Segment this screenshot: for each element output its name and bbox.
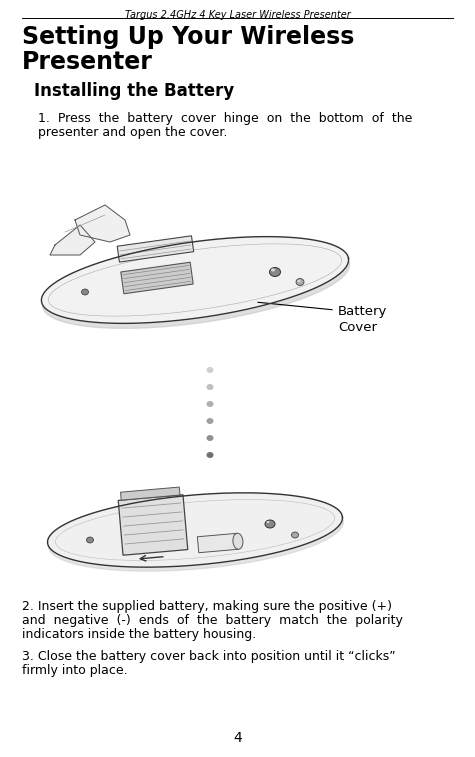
Text: firmly into place.: firmly into place. xyxy=(22,664,128,677)
Ellipse shape xyxy=(207,384,213,390)
Polygon shape xyxy=(48,493,342,567)
Ellipse shape xyxy=(207,367,213,373)
Polygon shape xyxy=(41,237,349,323)
Polygon shape xyxy=(50,225,95,255)
Text: 4: 4 xyxy=(233,731,242,745)
Ellipse shape xyxy=(207,418,213,424)
Text: Installing the Battery: Installing the Battery xyxy=(34,82,234,100)
Ellipse shape xyxy=(266,521,269,523)
Ellipse shape xyxy=(82,289,88,295)
Ellipse shape xyxy=(207,435,213,441)
Text: presenter and open the cover.: presenter and open the cover. xyxy=(38,126,228,139)
Polygon shape xyxy=(48,497,343,572)
Ellipse shape xyxy=(233,533,243,550)
Ellipse shape xyxy=(265,520,275,528)
Polygon shape xyxy=(75,205,130,242)
Text: indicators inside the battery housing.: indicators inside the battery housing. xyxy=(22,628,256,641)
Polygon shape xyxy=(118,495,188,555)
Ellipse shape xyxy=(297,280,301,282)
Ellipse shape xyxy=(207,452,213,458)
Ellipse shape xyxy=(86,537,94,543)
Ellipse shape xyxy=(207,401,213,407)
Text: Setting Up Your Wireless: Setting Up Your Wireless xyxy=(22,25,354,49)
Text: 1.  Press  the  battery  cover  hinge  on  the  bottom  of  the: 1. Press the battery cover hinge on the … xyxy=(38,112,412,125)
Ellipse shape xyxy=(296,279,304,285)
Polygon shape xyxy=(117,235,194,262)
Ellipse shape xyxy=(292,532,298,538)
Text: Presenter: Presenter xyxy=(22,50,153,74)
Text: and  negative  (-)  ends  of  the  battery  match  the  polarity: and negative (-) ends of the battery mat… xyxy=(22,614,403,627)
Ellipse shape xyxy=(269,267,281,276)
Polygon shape xyxy=(42,241,350,329)
Ellipse shape xyxy=(271,269,275,272)
Text: Battery
Cover: Battery Cover xyxy=(338,305,388,334)
Text: 3. Close the battery cover back into position until it “clicks”: 3. Close the battery cover back into pos… xyxy=(22,650,396,663)
Text: Targus 2.4GHz 4 Key Laser Wireless Presenter: Targus 2.4GHz 4 Key Laser Wireless Prese… xyxy=(124,10,351,20)
Polygon shape xyxy=(121,487,180,500)
Polygon shape xyxy=(121,262,193,294)
Text: 2. Insert the supplied battery, making sure the positive (+): 2. Insert the supplied battery, making s… xyxy=(22,600,392,613)
Polygon shape xyxy=(198,533,238,553)
